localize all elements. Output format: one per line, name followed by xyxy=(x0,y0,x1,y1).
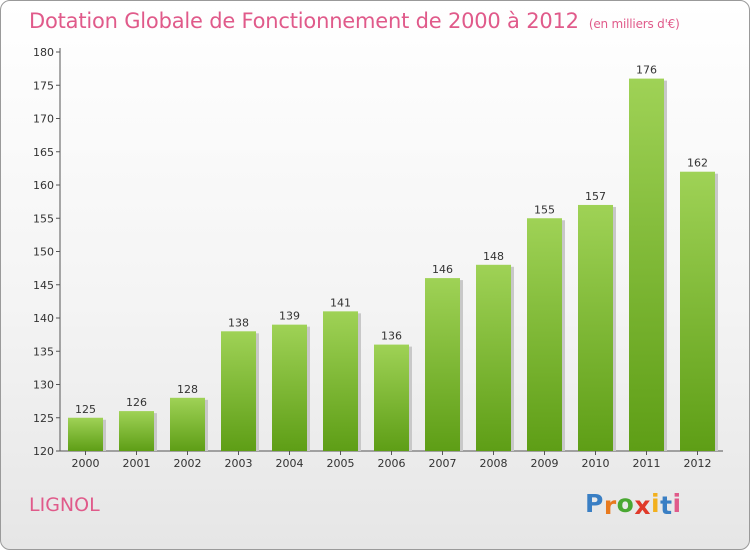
y-tick-label: 145 xyxy=(33,279,54,292)
y-tick-label: 120 xyxy=(33,445,54,458)
bar-value-label: 125 xyxy=(75,403,96,416)
logo-letter: o xyxy=(616,489,635,518)
bar xyxy=(221,331,256,451)
x-tick-label: 2011 xyxy=(633,457,661,470)
x-tick-label: 2012 xyxy=(684,457,712,470)
x-tick-label: 2007 xyxy=(429,457,457,470)
y-tick-label: 155 xyxy=(33,212,54,225)
y-tick-label: 135 xyxy=(33,345,54,358)
x-tick-label: 2000 xyxy=(72,457,100,470)
bar xyxy=(272,324,307,451)
chart-title: Dotation Globale de Fonctionnement de 20… xyxy=(29,9,680,33)
bar-value-label: 155 xyxy=(534,203,555,216)
y-tick-label: 125 xyxy=(33,412,54,425)
bar xyxy=(680,171,715,451)
y-tick-label: 130 xyxy=(33,379,54,392)
bar-value-label: 128 xyxy=(177,383,198,396)
bar xyxy=(119,411,154,451)
bar-value-label: 138 xyxy=(228,316,249,329)
bar xyxy=(527,218,562,451)
x-tick-label: 2004 xyxy=(276,457,304,470)
bar-value-label: 148 xyxy=(483,250,504,263)
unit-note: (en milliers d'€) xyxy=(588,17,680,31)
bar-value-label: 146 xyxy=(432,263,453,276)
y-tick-label: 170 xyxy=(33,113,54,126)
y-tick-label: 180 xyxy=(33,46,54,59)
logo-letter: r xyxy=(603,491,617,520)
bar xyxy=(170,397,205,451)
bar xyxy=(425,278,460,451)
x-tick-label: 2006 xyxy=(378,457,406,470)
bar-value-label: 136 xyxy=(381,330,402,343)
logo-letter: i xyxy=(651,489,661,518)
bar-value-label: 157 xyxy=(585,190,606,203)
commune-name: LIGNOL xyxy=(29,494,100,516)
bar xyxy=(578,204,613,451)
bar-value-label: 139 xyxy=(279,310,300,323)
x-tick-label: 2005 xyxy=(327,457,355,470)
bar-value-label: 126 xyxy=(126,396,147,409)
x-tick-label: 2010 xyxy=(582,457,610,470)
x-tick-label: 2009 xyxy=(531,457,559,470)
proxiti-logo: Proxiti xyxy=(585,489,682,520)
logo-letter: i xyxy=(672,489,682,518)
x-tick-label: 2001 xyxy=(123,457,151,470)
x-tick-label: 2008 xyxy=(480,457,508,470)
bar xyxy=(68,417,103,451)
bar-value-label: 162 xyxy=(687,157,708,170)
logo-letter: P xyxy=(585,489,604,518)
bar xyxy=(323,311,358,451)
y-tick-label: 150 xyxy=(33,246,54,259)
logo-letter: t xyxy=(660,491,673,520)
y-tick-label: 175 xyxy=(33,79,54,92)
y-tick-label: 160 xyxy=(33,179,54,192)
x-tick-label: 2003 xyxy=(225,457,253,470)
bar xyxy=(629,78,664,451)
bar xyxy=(374,344,409,451)
logo-letter: x xyxy=(634,491,651,520)
x-tick-label: 2002 xyxy=(174,457,202,470)
y-tick-label: 165 xyxy=(33,146,54,159)
bar xyxy=(476,264,511,451)
bar-value-label: 176 xyxy=(636,64,657,77)
y-tick-label: 140 xyxy=(33,312,54,325)
bar-value-label: 141 xyxy=(330,296,351,309)
